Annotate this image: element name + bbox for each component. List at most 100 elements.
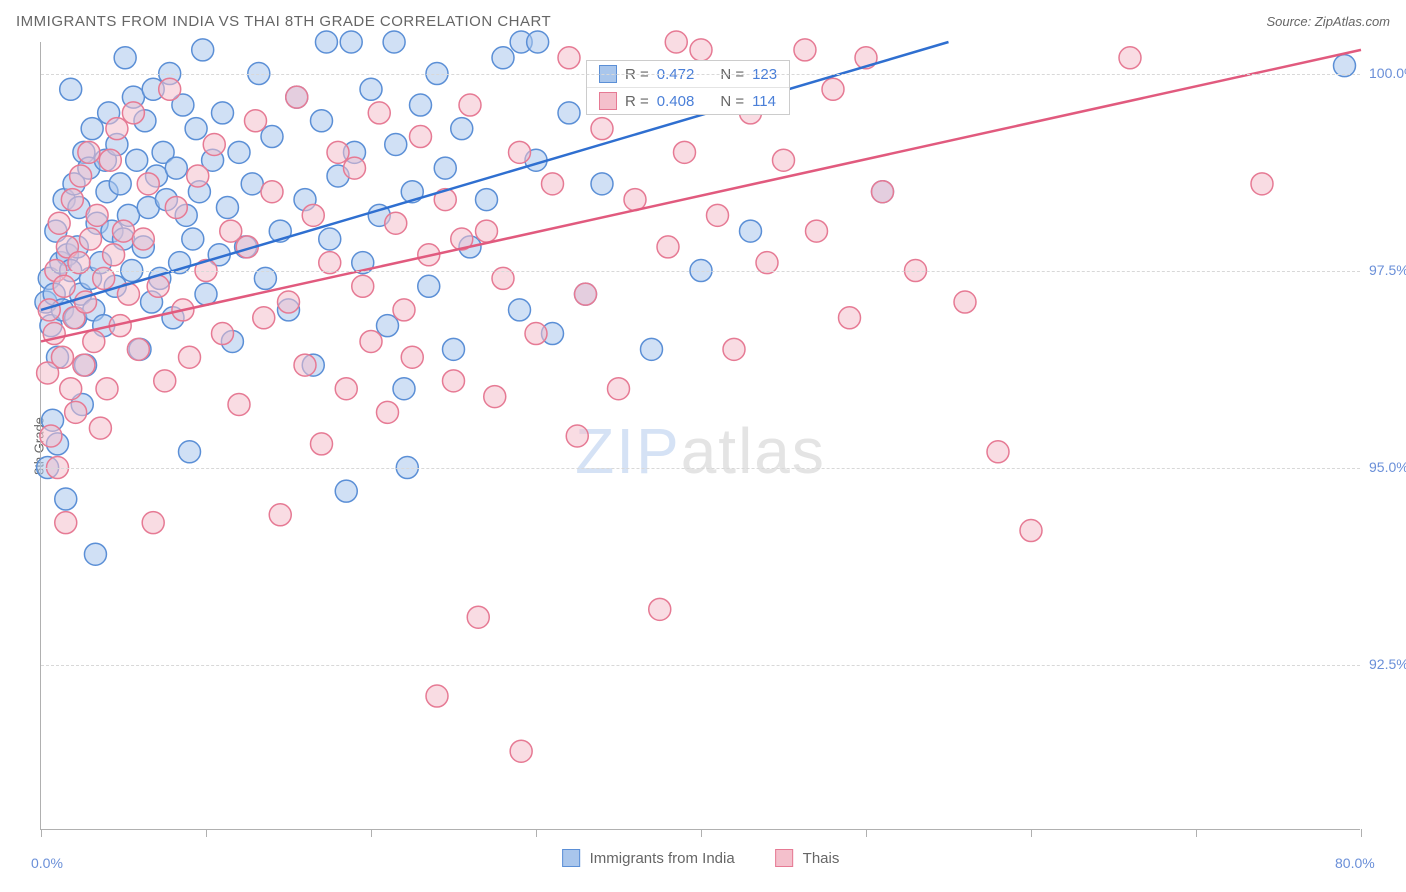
data-point (60, 78, 82, 100)
data-point (220, 220, 242, 242)
data-point (203, 133, 225, 155)
x-tick (41, 829, 42, 837)
data-point (61, 189, 83, 211)
data-point (80, 228, 102, 250)
data-point (165, 196, 187, 218)
data-point (182, 228, 204, 250)
data-point (393, 378, 415, 400)
data-point (575, 283, 597, 305)
data-point (1119, 47, 1141, 69)
data-point (154, 370, 176, 392)
data-point (241, 173, 263, 195)
data-point (294, 354, 316, 376)
data-point (383, 31, 405, 53)
gridline (41, 271, 1360, 272)
data-point (510, 740, 532, 762)
data-point (410, 126, 432, 148)
data-point (99, 149, 121, 171)
data-point (137, 173, 159, 195)
data-point (740, 220, 762, 242)
data-point (122, 102, 144, 124)
data-point (48, 212, 70, 234)
data-point (60, 378, 82, 400)
data-point (352, 275, 374, 297)
title-bar: IMMIGRANTS FROM INDIA VS THAI 8TH GRADE … (0, 0, 1406, 42)
data-point (509, 299, 531, 321)
legend-r-value: 0.408 (657, 93, 695, 110)
data-point (212, 102, 234, 124)
data-point (822, 78, 844, 100)
data-point (443, 370, 465, 392)
data-point (872, 181, 894, 203)
data-point (459, 94, 481, 116)
data-point (212, 323, 234, 345)
data-point (806, 220, 828, 242)
data-point (103, 244, 125, 266)
data-point (51, 346, 73, 368)
x-tick (371, 829, 372, 837)
legend-swatch-icon (775, 849, 793, 867)
data-point (78, 141, 100, 163)
x-tick (1196, 829, 1197, 837)
data-point (83, 330, 105, 352)
y-tick-label: 92.5% (1369, 656, 1406, 672)
series-name: Immigrants from India (590, 850, 735, 867)
data-point (127, 338, 149, 360)
data-point (467, 606, 489, 628)
data-point (558, 102, 580, 124)
data-point (674, 141, 696, 163)
data-point (278, 291, 300, 313)
x-tick (536, 829, 537, 837)
data-point (185, 118, 207, 140)
data-point (542, 173, 564, 195)
data-point (360, 78, 382, 100)
data-point (690, 39, 712, 61)
data-point (410, 94, 432, 116)
data-point (302, 204, 324, 226)
data-point (159, 78, 181, 100)
data-point (192, 39, 214, 61)
data-point (86, 204, 108, 226)
source-label: Source: ZipAtlas.com (1266, 14, 1390, 29)
data-point (525, 323, 547, 345)
data-point (96, 378, 118, 400)
data-point (484, 386, 506, 408)
series-legend-item: Immigrants from India (562, 849, 735, 867)
data-point (368, 102, 390, 124)
data-point (987, 441, 1009, 463)
data-point (393, 299, 415, 321)
data-point (344, 157, 366, 179)
series-legend-item: Thais (775, 849, 840, 867)
data-point (55, 512, 77, 534)
data-point (89, 417, 111, 439)
x-tick (1361, 829, 1362, 837)
data-point (179, 346, 201, 368)
x-tick (866, 829, 867, 837)
data-point (1251, 173, 1273, 195)
data-point (335, 480, 357, 502)
data-point (311, 110, 333, 132)
chart-title: IMMIGRANTS FROM INDIA VS THAI 8TH GRADE … (16, 13, 551, 30)
data-point (81, 118, 103, 140)
data-point (113, 220, 135, 242)
data-point (443, 338, 465, 360)
data-point (649, 598, 671, 620)
legend-row: R =0.408N =114 (587, 88, 789, 114)
data-point (385, 212, 407, 234)
data-point (126, 149, 148, 171)
data-point (179, 441, 201, 463)
data-point (106, 118, 128, 140)
plot-svg (41, 42, 1360, 829)
data-point (109, 173, 131, 195)
data-point (261, 181, 283, 203)
legend-swatch-icon (599, 92, 617, 110)
y-tick-label: 100.0% (1369, 65, 1406, 81)
x-tick-label: 80.0% (1335, 855, 1375, 871)
data-point (426, 685, 448, 707)
data-point (723, 338, 745, 360)
data-point (954, 291, 976, 313)
data-point (315, 31, 337, 53)
data-point (657, 236, 679, 258)
data-point (476, 220, 498, 242)
data-point (286, 86, 308, 108)
